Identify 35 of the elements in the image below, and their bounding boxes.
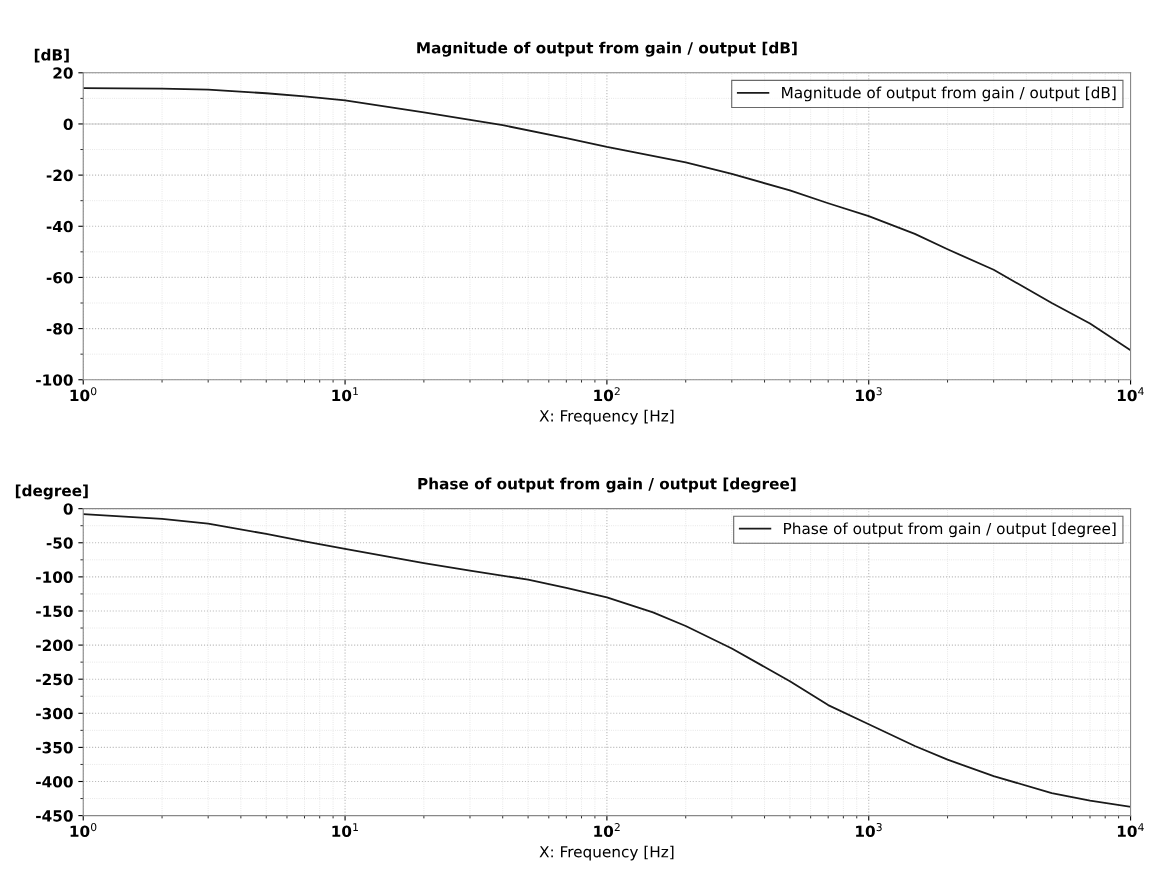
y-tick-label: -300 bbox=[36, 707, 73, 720]
y-tick-label: 0 bbox=[63, 503, 73, 515]
y-axis-title: [dB] bbox=[34, 48, 69, 63]
legend-label: Phase of output from gain / output [degree] bbox=[784, 522, 1116, 538]
y-tick-label: -40 bbox=[46, 220, 73, 233]
y-tick-label: -350 bbox=[36, 741, 73, 754]
chart-title: Phase of output from gain / output [degree] bbox=[418, 477, 796, 493]
y-tick-label: -150 bbox=[36, 605, 73, 617]
y-axis-title: [degree] bbox=[15, 484, 88, 500]
chart-title: Magnitude of output from gain / output [dB] bbox=[417, 41, 797, 57]
y-tick-label: 20 bbox=[53, 67, 73, 79]
y-tick-label: -20 bbox=[46, 169, 73, 182]
x-tick-label: 10$^{1}$ bbox=[332, 823, 358, 838]
x-tick-label: 10$^{2}$ bbox=[594, 823, 620, 838]
x-tick-label: 10$^{4}$ bbox=[1117, 823, 1144, 838]
y-tick-label: 0 bbox=[63, 118, 73, 130]
x-tick-label: 10$^{1}$ bbox=[332, 387, 358, 402]
x-tick-label: 10$^{3}$ bbox=[856, 387, 882, 402]
y-tick-label: -100 bbox=[36, 571, 73, 583]
x-axis-title: X: Frequency [Hz] bbox=[539, 409, 674, 425]
y-tick-label: -50 bbox=[46, 537, 73, 549]
y-tick-label: -60 bbox=[46, 271, 73, 284]
x-tick-label: 10$^{2}$ bbox=[594, 387, 620, 402]
y-tick-label: -250 bbox=[36, 673, 73, 686]
y-tick-label: -450 bbox=[36, 810, 73, 822]
y-tick-label: -100 bbox=[36, 374, 73, 386]
y-tick-label: -200 bbox=[36, 639, 73, 652]
y-tick-label: -400 bbox=[36, 775, 73, 788]
x-tick-label: 10$^{0}$ bbox=[70, 387, 97, 402]
y-tick-label: -80 bbox=[46, 323, 73, 335]
x-tick-label: 10$^{3}$ bbox=[856, 823, 882, 838]
x-axis-title: X: Frequency [Hz] bbox=[539, 845, 674, 861]
x-tick-label: 10$^{0}$ bbox=[70, 823, 97, 838]
legend-label: Magnitude of output from gain / output [dB] bbox=[782, 86, 1116, 102]
x-tick-label: 10$^{4}$ bbox=[1117, 387, 1144, 402]
